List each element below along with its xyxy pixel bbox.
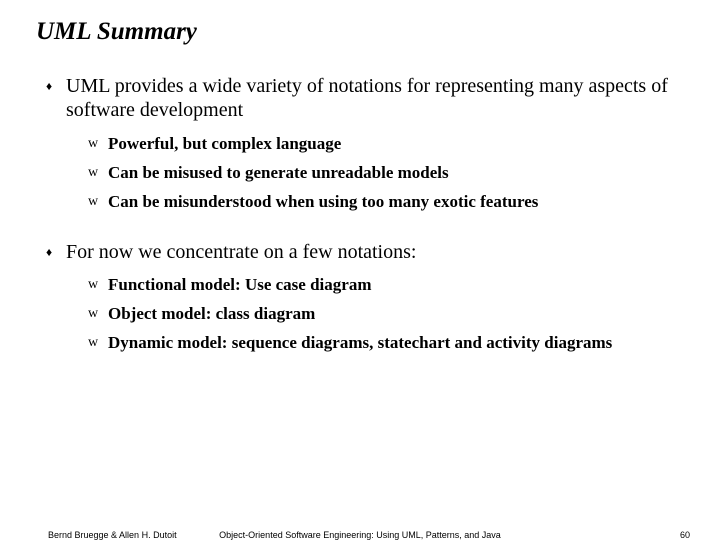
list-item: w Object model: class diagram: [88, 303, 690, 326]
sub-text: Can be misused to generate unreadable mo…: [108, 163, 449, 182]
bullet-icon: w: [88, 135, 98, 154]
sub-list: w Functional model: Use case diagram w O…: [88, 274, 690, 355]
slide: UML Summary ♦ UML provides a wide variet…: [0, 0, 720, 540]
sub-list: w Powerful, but complex language w Can b…: [88, 133, 690, 214]
page-number: 60: [680, 530, 690, 540]
bullet-icon: w: [88, 164, 98, 183]
sub-text: Functional model: Use case diagram: [108, 275, 371, 294]
spacer: [30, 220, 690, 240]
list-item: w Powerful, but complex language: [88, 133, 690, 156]
bullet-icon: w: [88, 305, 98, 324]
sub-text: Dynamic model: sequence diagrams, statec…: [108, 333, 612, 352]
list-item: w Dynamic model: sequence diagrams, stat…: [88, 332, 690, 355]
list-item: w Can be misused to generate unreadable …: [88, 162, 690, 185]
top-text: For now we concentrate on a few notation…: [66, 241, 416, 263]
sub-text: Object model: class diagram: [108, 304, 315, 323]
top-list: ♦ For now we concentrate on a few notati…: [46, 240, 690, 355]
sub-text: Powerful, but complex language: [108, 134, 341, 153]
top-text: UML provides a wide variety of notations…: [66, 75, 668, 121]
diamond-icon: ♦: [46, 245, 52, 260]
list-item: w Can be misunderstood when using too ma…: [88, 191, 690, 214]
bullet-icon: w: [88, 334, 98, 353]
slide-title: UML Summary: [36, 18, 690, 46]
top-list: ♦ UML provides a wide variety of notatio…: [46, 74, 690, 214]
list-item: ♦ For now we concentrate on a few notati…: [46, 240, 690, 355]
list-item: ♦ UML provides a wide variety of notatio…: [46, 74, 690, 214]
bullet-icon: w: [88, 276, 98, 295]
bullet-icon: w: [88, 193, 98, 212]
diamond-icon: ♦: [46, 79, 52, 94]
sub-text: Can be misunderstood when using too many…: [108, 192, 538, 211]
list-item: w Functional model: Use case diagram: [88, 274, 690, 297]
footer-title: Object-Oriented Software Engineering: Us…: [0, 530, 720, 540]
